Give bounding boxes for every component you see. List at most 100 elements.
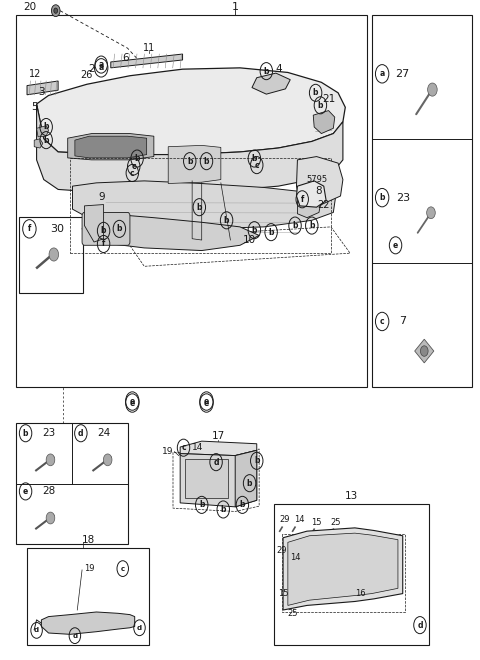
- Text: 14: 14: [290, 553, 301, 562]
- Text: c: c: [120, 566, 125, 572]
- Circle shape: [54, 8, 58, 13]
- Text: b: b: [117, 224, 122, 234]
- Polygon shape: [297, 156, 343, 205]
- Text: 23: 23: [42, 428, 56, 438]
- Text: e: e: [23, 487, 28, 496]
- Text: 15: 15: [311, 518, 321, 527]
- Text: 19: 19: [161, 447, 173, 456]
- Text: a: a: [380, 69, 385, 79]
- Text: c: c: [380, 317, 384, 326]
- Text: 15: 15: [278, 589, 289, 598]
- FancyBboxPatch shape: [82, 213, 130, 246]
- Polygon shape: [82, 213, 259, 251]
- Text: b: b: [134, 154, 140, 163]
- Text: c: c: [130, 168, 134, 178]
- Text: b: b: [187, 156, 192, 166]
- Text: b: b: [23, 429, 28, 438]
- Text: b: b: [204, 156, 209, 166]
- Text: d: d: [34, 628, 39, 634]
- Text: 9: 9: [98, 192, 105, 203]
- Text: 5: 5: [31, 102, 37, 112]
- Text: 23: 23: [396, 193, 410, 203]
- Text: e: e: [130, 397, 135, 405]
- Text: b: b: [309, 221, 314, 230]
- Text: c: c: [181, 444, 186, 452]
- Text: e: e: [204, 399, 209, 407]
- Text: 14: 14: [294, 515, 304, 525]
- Circle shape: [420, 346, 428, 356]
- Polygon shape: [235, 450, 257, 507]
- Text: e: e: [204, 397, 209, 405]
- Text: 12: 12: [29, 69, 42, 79]
- Text: 29: 29: [276, 546, 287, 555]
- Bar: [15, 15, 367, 387]
- Text: b: b: [247, 478, 252, 488]
- Text: c: c: [132, 162, 136, 171]
- Text: 25: 25: [287, 609, 298, 618]
- Text: 8: 8: [316, 186, 322, 197]
- Text: b: b: [224, 216, 229, 225]
- Text: 21: 21: [322, 94, 335, 104]
- Polygon shape: [68, 133, 154, 160]
- Text: a: a: [98, 63, 104, 73]
- Text: 30: 30: [50, 224, 64, 234]
- Circle shape: [428, 83, 437, 96]
- Text: d: d: [213, 457, 219, 467]
- Text: 11: 11: [143, 43, 155, 53]
- Bar: [19, 217, 84, 292]
- Text: b: b: [197, 203, 202, 212]
- Polygon shape: [288, 533, 398, 605]
- Polygon shape: [72, 181, 336, 229]
- Polygon shape: [36, 68, 345, 154]
- Text: b: b: [43, 136, 49, 145]
- Polygon shape: [283, 528, 403, 610]
- Circle shape: [46, 512, 55, 524]
- Text: 24: 24: [97, 428, 110, 438]
- Text: 7: 7: [399, 317, 406, 327]
- Text: 27: 27: [396, 69, 410, 79]
- Polygon shape: [41, 612, 135, 634]
- Text: a: a: [98, 60, 104, 69]
- Text: b: b: [254, 456, 260, 465]
- Bar: [70, 158, 331, 253]
- Text: b: b: [199, 500, 204, 510]
- Text: d: d: [78, 429, 84, 438]
- Text: b: b: [220, 505, 226, 514]
- Text: d: d: [137, 625, 142, 631]
- Text: 5795: 5795: [306, 175, 327, 184]
- Text: 3: 3: [38, 86, 45, 96]
- Polygon shape: [36, 104, 343, 193]
- Text: b: b: [313, 88, 318, 97]
- Text: 28: 28: [42, 486, 56, 496]
- Bar: [372, 15, 472, 387]
- Text: b: b: [264, 67, 269, 76]
- Text: 25: 25: [330, 518, 340, 527]
- Text: b: b: [101, 226, 107, 236]
- Text: 17: 17: [212, 431, 225, 441]
- Bar: [16, 422, 129, 544]
- Polygon shape: [297, 181, 326, 207]
- Polygon shape: [75, 136, 147, 158]
- Polygon shape: [252, 73, 290, 94]
- Text: 29: 29: [279, 515, 290, 525]
- Polygon shape: [111, 54, 182, 68]
- Circle shape: [49, 248, 59, 261]
- Circle shape: [427, 207, 435, 218]
- Text: b: b: [252, 226, 257, 235]
- Polygon shape: [180, 450, 257, 507]
- Text: b: b: [268, 228, 274, 237]
- Text: 19: 19: [84, 564, 95, 573]
- Bar: [185, 459, 228, 498]
- Text: d: d: [417, 620, 423, 630]
- Text: e: e: [393, 241, 398, 249]
- Text: 10: 10: [243, 235, 256, 245]
- Text: b: b: [240, 500, 245, 510]
- Polygon shape: [168, 145, 221, 183]
- Text: b: b: [252, 154, 257, 163]
- Text: c: c: [254, 160, 259, 170]
- Text: 6: 6: [122, 53, 129, 63]
- Bar: [27, 548, 149, 645]
- Text: 16: 16: [355, 589, 365, 598]
- Text: e: e: [130, 399, 135, 407]
- Polygon shape: [180, 441, 257, 455]
